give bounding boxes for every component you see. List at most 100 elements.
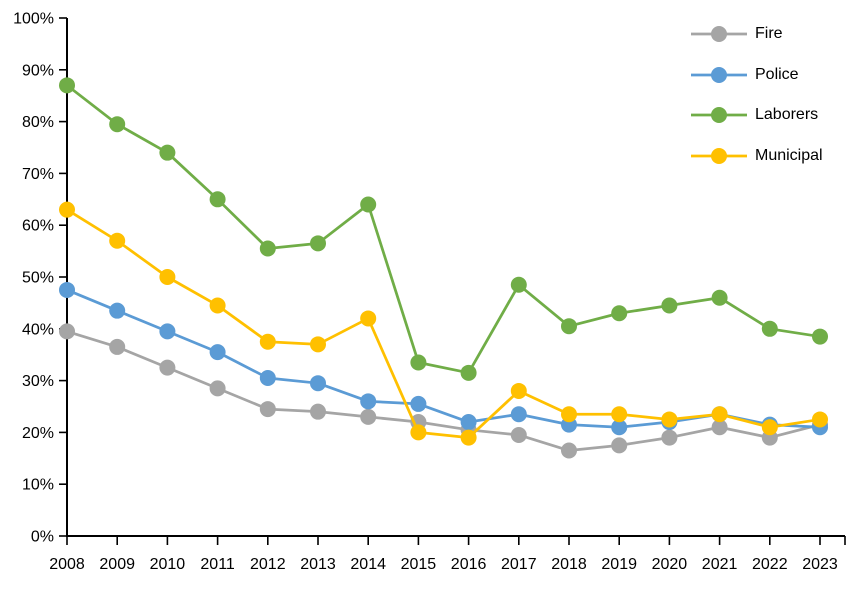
data-point-fire bbox=[561, 442, 577, 459]
legend-item-municipal: Municipal bbox=[691, 136, 823, 177]
series-line-laborers bbox=[65, 83, 822, 375]
x-axis-label: 2019 bbox=[601, 556, 637, 573]
legend-dot bbox=[711, 26, 727, 43]
data-point-municipal bbox=[410, 424, 427, 441]
x-axis-label: 2017 bbox=[501, 556, 537, 573]
data-point-fire bbox=[510, 426, 527, 443]
data-point-municipal bbox=[510, 382, 527, 399]
x-axis-label: 2016 bbox=[451, 556, 487, 573]
data-point-laborers bbox=[611, 305, 628, 322]
x-axis-label: 2012 bbox=[250, 556, 286, 573]
y-axis-label: 90% bbox=[22, 62, 54, 79]
laborers-line-marker-icon bbox=[691, 107, 747, 124]
data-point-fire bbox=[711, 419, 728, 436]
data-point-police bbox=[360, 393, 377, 410]
data-point-municipal bbox=[711, 406, 728, 423]
y-axis-label: 20% bbox=[22, 425, 54, 442]
y-axis-label: 30% bbox=[22, 373, 54, 390]
legend-label-fire: Fire bbox=[755, 25, 783, 43]
data-point-laborers bbox=[159, 144, 176, 161]
data-point-police bbox=[209, 344, 226, 361]
x-axis-label: 2008 bbox=[49, 556, 85, 573]
data-point-laborers bbox=[711, 289, 728, 306]
data-point-laborers bbox=[360, 196, 377, 213]
data-point-police bbox=[59, 281, 75, 298]
data-point-fire bbox=[109, 338, 126, 355]
data-point-municipal bbox=[812, 411, 828, 428]
legend-label-laborers: Laborers bbox=[755, 106, 819, 124]
data-point-fire bbox=[661, 429, 678, 446]
data-point-fire bbox=[209, 380, 226, 397]
data-point-laborers bbox=[460, 364, 477, 381]
y-axis-label: 70% bbox=[22, 166, 54, 183]
data-point-municipal bbox=[159, 269, 176, 285]
data-point-fire bbox=[310, 403, 326, 420]
municipal-line-marker-icon bbox=[691, 147, 747, 164]
data-point-police bbox=[159, 323, 176, 340]
data-point-police bbox=[259, 370, 276, 387]
data-point-fire bbox=[159, 359, 176, 376]
data-point-municipal bbox=[59, 201, 75, 218]
data-point-police bbox=[310, 375, 326, 392]
data-point-municipal bbox=[611, 406, 628, 423]
legend-label-municipal: Municipal bbox=[755, 146, 823, 164]
data-point-police bbox=[109, 302, 126, 319]
legend-item-laborers: Laborers bbox=[691, 95, 823, 136]
data-point-laborers bbox=[109, 116, 126, 133]
data-point-laborers bbox=[812, 328, 828, 345]
data-point-fire bbox=[360, 408, 377, 425]
series-line-fire bbox=[65, 330, 822, 452]
x-axis-label: 2023 bbox=[802, 556, 838, 573]
x-axis-label: 2022 bbox=[752, 556, 788, 573]
data-point-laborers bbox=[310, 235, 326, 252]
y-axis-label: 0% bbox=[31, 529, 54, 546]
data-point-laborers bbox=[59, 77, 75, 94]
y-axis-label: 10% bbox=[22, 477, 54, 494]
y-axis-label: 40% bbox=[22, 321, 54, 338]
data-point-police bbox=[611, 419, 628, 436]
data-point-municipal bbox=[259, 333, 276, 350]
y-axis-label: 60% bbox=[22, 218, 54, 235]
data-point-municipal bbox=[360, 310, 377, 327]
x-axis-label: 2010 bbox=[150, 556, 186, 573]
x-axis-label: 2020 bbox=[652, 556, 688, 573]
data-point-laborers bbox=[561, 318, 577, 335]
series-line-police bbox=[65, 288, 822, 429]
data-point-fire bbox=[259, 401, 276, 418]
series-line-municipal bbox=[65, 208, 822, 439]
data-point-laborers bbox=[761, 320, 778, 337]
data-point-laborers bbox=[510, 276, 527, 293]
x-axis-label: 2018 bbox=[551, 556, 587, 573]
data-point-laborers bbox=[259, 240, 276, 257]
legend-item-police: Police bbox=[691, 55, 823, 96]
data-point-municipal bbox=[661, 411, 678, 428]
data-point-fire bbox=[611, 437, 628, 454]
legend-dot bbox=[711, 107, 727, 124]
data-point-laborers bbox=[661, 297, 678, 314]
legend: Fire Police Laborers Municipal bbox=[691, 14, 823, 176]
x-axis-label: 2009 bbox=[99, 556, 135, 573]
data-point-municipal bbox=[460, 429, 477, 446]
police-line-marker-icon bbox=[691, 66, 747, 83]
data-point-fire bbox=[59, 323, 75, 340]
data-point-municipal bbox=[310, 336, 326, 353]
fire-line-marker-icon bbox=[691, 26, 747, 43]
y-axis-label: 80% bbox=[22, 114, 54, 131]
data-point-police bbox=[410, 395, 427, 412]
data-point-municipal bbox=[209, 297, 226, 314]
legend-item-fire: Fire bbox=[691, 14, 823, 55]
data-point-police bbox=[510, 406, 527, 423]
data-point-municipal bbox=[561, 406, 577, 423]
data-point-municipal bbox=[761, 419, 778, 436]
x-axis-label: 2014 bbox=[350, 556, 386, 573]
data-point-laborers bbox=[209, 191, 226, 208]
legend-dot bbox=[711, 147, 727, 164]
legend-dot bbox=[711, 66, 727, 83]
x-axis-label: 2021 bbox=[702, 556, 738, 573]
y-axis-label: 50% bbox=[22, 270, 54, 287]
x-axis-label: 2015 bbox=[401, 556, 437, 573]
data-point-police bbox=[460, 414, 477, 431]
x-axis-label: 2011 bbox=[200, 556, 235, 573]
